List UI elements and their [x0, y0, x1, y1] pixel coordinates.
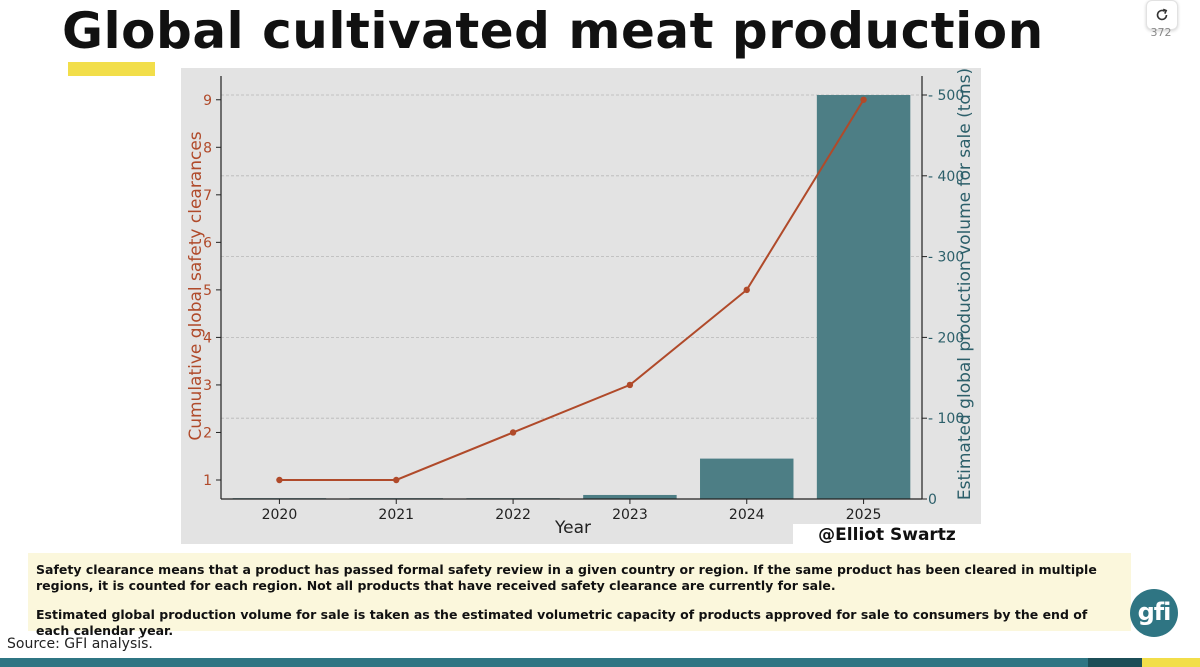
- view-counter: 372: [1150, 26, 1172, 39]
- page-title: Global cultivated meat production: [62, 2, 1044, 60]
- bar: [583, 494, 677, 499]
- footer-bar-dark: [1088, 658, 1142, 667]
- line-point: [626, 381, 634, 389]
- left-tick-label: 4: [203, 330, 212, 346]
- refresh-icon: [1156, 8, 1168, 21]
- left-tick-label: 3: [203, 378, 212, 394]
- left-tick-label: 1: [203, 473, 212, 489]
- right-tick-label: - 100: [928, 411, 964, 427]
- line-point: [743, 286, 750, 294]
- right-tick-label: - 200: [928, 330, 964, 346]
- source-note: Source: GFI analysis.: [7, 636, 153, 652]
- x-tick-label: 2023: [612, 507, 648, 523]
- right-tick-label: - 500: [928, 88, 964, 104]
- logo-text: gfi: [1137, 597, 1172, 626]
- left-tick-label: 7: [203, 188, 212, 204]
- gfi-logo: gfi: [1130, 589, 1178, 637]
- line-series: [279, 99, 865, 481]
- x-tick-label: 2020: [262, 507, 298, 523]
- footer-bar-yellow: [1142, 658, 1200, 667]
- right-tick-label: 0: [928, 492, 937, 508]
- footer-bar-teal: [0, 658, 1088, 667]
- line-point: [509, 429, 517, 436]
- footer-bar: [0, 658, 1200, 667]
- left-tick-label: 8: [203, 140, 212, 156]
- note-safety-clearance: Safety clearance means that a product ha…: [36, 562, 1097, 593]
- bar: [816, 95, 911, 499]
- left-tick-label: 2: [203, 425, 212, 441]
- x-tick-label: 2021: [378, 507, 414, 523]
- x-axis-label: Year: [554, 518, 591, 538]
- title-accent-bar: [68, 62, 155, 76]
- refresh-button[interactable]: [1146, 0, 1178, 30]
- notes-box: Safety clearance means that a product ha…: [28, 553, 1131, 638]
- chart-svg: 1 2 3 4 5 6 7 8 9 0 - 100 - 200 - 300 - 400 - 500 2020 2…: [181, 68, 981, 544]
- right-axis-label: Estimated global production volume for s…: [955, 68, 975, 500]
- note-production-volume: Estimated global production volume for s…: [36, 607, 1088, 638]
- line-point: [393, 476, 400, 484]
- line-point: [276, 476, 283, 484]
- left-tick-label: 9: [203, 93, 212, 109]
- left-tick-label: 5: [203, 283, 212, 299]
- left-axis-label: Cumulative global safety clearances: [186, 131, 206, 440]
- right-tick-label: - 400: [928, 169, 964, 185]
- chart: 1 2 3 4 5 6 7 8 9 0 - 100 - 200 - 300 - 400 - 500 2020 2…: [181, 68, 981, 544]
- left-tick-label: 6: [203, 235, 212, 251]
- line-point: [860, 96, 867, 103]
- x-tick-label: 2025: [846, 507, 882, 523]
- bar: [700, 458, 794, 499]
- x-tick-label: 2024: [729, 507, 765, 523]
- author-credit: @Elliot Swartz: [793, 524, 981, 545]
- right-tick-label: - 300: [928, 250, 964, 266]
- x-tick-label: 2022: [495, 507, 531, 523]
